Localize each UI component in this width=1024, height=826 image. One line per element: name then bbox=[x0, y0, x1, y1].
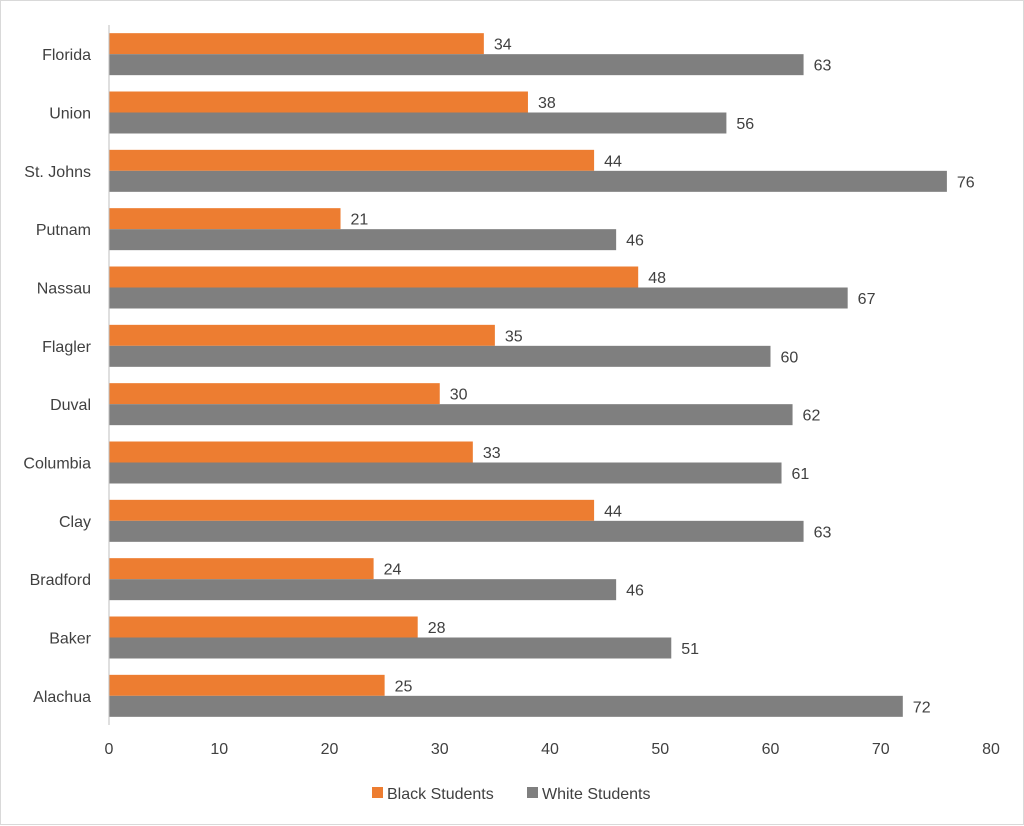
category-label: Nassau bbox=[37, 281, 91, 298]
data-label: 63 bbox=[814, 524, 832, 541]
category-label: Duval bbox=[50, 397, 91, 414]
x-tick-label: 10 bbox=[210, 741, 228, 758]
x-tick-label: 60 bbox=[762, 741, 780, 758]
data-label: 60 bbox=[781, 349, 799, 366]
axis-layer: Alachua Baker Bradford Clay Columbia Duval Fla… bbox=[23, 25, 1000, 758]
white-students-bar bbox=[109, 462, 782, 484]
category-label: Union bbox=[49, 106, 91, 123]
data-label: 21 bbox=[351, 212, 369, 229]
black-students-bar bbox=[109, 674, 385, 696]
white-students-bar bbox=[109, 112, 727, 134]
black-students-legend-swatch bbox=[372, 787, 383, 798]
black-students-bar bbox=[109, 616, 418, 638]
category-label: Alachua bbox=[33, 689, 91, 706]
data-label: 25 bbox=[395, 678, 413, 695]
data-label: 48 bbox=[648, 270, 666, 287]
category-label: Putnam bbox=[36, 222, 91, 239]
category-label: Florida bbox=[42, 47, 91, 64]
x-tick-label: 40 bbox=[541, 741, 559, 758]
legend: Black Students White Students bbox=[372, 786, 651, 803]
black-students-bar bbox=[109, 266, 639, 288]
white-students-bar bbox=[109, 695, 903, 717]
x-tick-label: 0 bbox=[105, 741, 114, 758]
data-label: 34 bbox=[494, 37, 512, 54]
data-label: 30 bbox=[450, 387, 468, 404]
white-students-bar bbox=[109, 287, 848, 309]
legend-label: White Students bbox=[542, 786, 651, 803]
data-label: 46 bbox=[626, 583, 644, 600]
bars-layer: 25 72 28 51 24 46 44 63 33 61 30 62 35 60 48 67 21 46 44 76… bbox=[109, 33, 975, 717]
white-students-bar bbox=[109, 520, 804, 542]
black-students-bar bbox=[109, 383, 440, 405]
category-label: Flagler bbox=[42, 339, 92, 356]
legend-label: Black Students bbox=[387, 786, 494, 803]
data-label: 67 bbox=[858, 291, 876, 308]
data-label: 61 bbox=[792, 466, 810, 483]
black-students-bar bbox=[109, 558, 374, 580]
black-students-bar bbox=[109, 91, 528, 113]
x-tick-label: 30 bbox=[431, 741, 449, 758]
data-label: 76 bbox=[957, 174, 975, 191]
white-students-bar bbox=[109, 229, 617, 251]
data-label: 28 bbox=[428, 620, 446, 637]
black-students-bar bbox=[109, 441, 473, 463]
data-label: 62 bbox=[803, 408, 821, 425]
black-students-bar bbox=[109, 33, 484, 55]
category-label: St. Johns bbox=[24, 164, 91, 181]
black-students-bar bbox=[109, 499, 595, 521]
category-label: Bradford bbox=[30, 572, 91, 589]
black-students-bar bbox=[109, 324, 495, 346]
white-students-bar bbox=[109, 579, 617, 601]
data-label: 56 bbox=[736, 116, 754, 133]
data-label: 33 bbox=[483, 445, 501, 462]
data-label: 72 bbox=[913, 699, 931, 716]
black-students-bar bbox=[109, 149, 595, 171]
data-label: 44 bbox=[604, 503, 622, 520]
data-label: 46 bbox=[626, 233, 644, 250]
data-label: 38 bbox=[538, 95, 556, 112]
x-tick-label: 70 bbox=[872, 741, 890, 758]
black-students-bar bbox=[109, 208, 341, 230]
white-students-bar bbox=[109, 170, 947, 192]
category-label: Columbia bbox=[23, 456, 91, 473]
data-label: 63 bbox=[814, 58, 832, 75]
white-students-bar bbox=[109, 404, 793, 426]
white-students-legend-swatch bbox=[527, 787, 538, 798]
white-students-bar bbox=[109, 54, 804, 76]
data-label: 24 bbox=[384, 562, 402, 579]
category-label: Clay bbox=[59, 514, 91, 531]
data-label: 44 bbox=[604, 153, 622, 170]
data-label: 51 bbox=[681, 641, 699, 658]
data-label: 35 bbox=[505, 328, 523, 345]
x-tick-label: 50 bbox=[651, 741, 669, 758]
x-tick-label: 20 bbox=[321, 741, 339, 758]
category-label: Baker bbox=[49, 631, 91, 648]
white-students-bar bbox=[109, 637, 672, 659]
x-tick-label: 80 bbox=[982, 741, 1000, 758]
white-students-bar bbox=[109, 345, 771, 367]
